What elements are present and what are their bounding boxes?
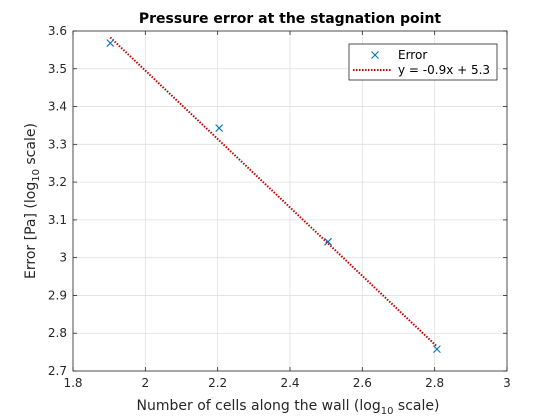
chart-title: Pressure error at the stagnation point [139, 11, 442, 27]
y-tick-label: 3.5 [48, 62, 67, 76]
x-tick-label: 2.2 [208, 376, 227, 390]
error-data-point-stroke-b [106, 39, 115, 47]
x-tick-label: 1.8 [63, 376, 82, 390]
legend-error-label: Error [398, 48, 427, 62]
y-axis-label-main: Error [Pa] (log [23, 182, 39, 279]
error-data-point [215, 124, 224, 132]
legend: Error y = -0.9x + 5.3 [348, 43, 498, 81]
series-layer [106, 36, 441, 353]
legend-box [348, 43, 498, 81]
legend-x-marker [371, 51, 379, 59]
legend-fit-label: y = -0.9x + 5.3 [398, 63, 490, 77]
y-tick-label: 2.8 [48, 326, 67, 340]
y-axis-label-subscript: 10 [31, 169, 42, 182]
y-tick-label: 3.6 [48, 24, 67, 38]
x-tick-label: 2.4 [280, 376, 299, 390]
error-data-point [106, 39, 115, 47]
x-tick-label: 2.6 [353, 376, 372, 390]
x-axis-label-rest: scale) [393, 398, 439, 414]
y-axis-label-rest: scale) [23, 123, 39, 169]
error-data-point [324, 237, 332, 246]
error-data-point-stroke-b [324, 237, 332, 246]
error-data-point-stroke-b [433, 345, 441, 353]
x-axis-label: Number of cells along the wall (log10 sc… [137, 398, 440, 417]
y-tick-label: 2.7 [48, 364, 67, 378]
y-tick-label: 3.4 [48, 100, 67, 114]
x-axis-label-main: Number of cells along the wall (log [137, 398, 381, 414]
x-axis-label-subscript: 10 [381, 406, 394, 417]
y-tick-label: 3.3 [48, 137, 67, 151]
x-tick-label: 2.8 [425, 376, 444, 390]
y-tick-label: 3 [59, 251, 67, 265]
axis-ticks: 1.8 2 2.2 2.4 2.6 2.8 3 2.7 2.8 2.9 3 3.1 3.2 3.3 3.4 3… [48, 24, 511, 390]
error-data-point [433, 345, 441, 353]
y-axis-label: Error [Pa] (log10 scale) [23, 123, 42, 279]
y-tick-label: 3.2 [48, 175, 67, 189]
x-tick-label: 2 [142, 376, 150, 390]
y-tick-label: 3.1 [48, 213, 67, 227]
error-data-point-stroke-b [215, 124, 224, 132]
y-tick-label: 2.9 [48, 288, 67, 302]
x-tick-label: 3 [503, 376, 511, 390]
legend-error-marker [371, 51, 379, 59]
legend-x-marker-stroke-b [371, 51, 379, 59]
